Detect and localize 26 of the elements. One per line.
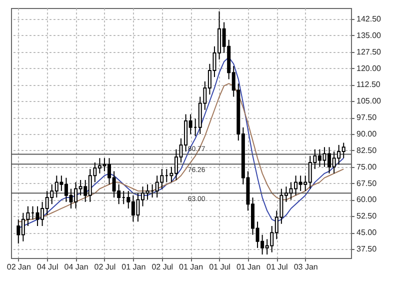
y-tick-label: 82.50 (356, 146, 378, 155)
y-tick-label: 142.50 (356, 14, 382, 24)
x-tick-label: 04 Jan (64, 262, 88, 272)
x-tick-label: 04 Jul (36, 262, 58, 272)
y-tick-label: 120.00 (356, 64, 382, 73)
y-tick-label: 75.00 (356, 162, 378, 172)
y-tick-label: 60.00 (356, 195, 378, 204)
x-tick-label: 01 Jul (209, 262, 231, 272)
y-tick-label: 67.50 (356, 178, 378, 188)
x-tick-label: 01 Jan (179, 262, 204, 272)
y-tick-label: 37.50 (356, 244, 378, 254)
y-tick-label: 52.50 (356, 212, 378, 221)
y-tick-label: 45.00 (356, 228, 378, 238)
y-tick-label: 97.50 (356, 113, 378, 122)
y-tick-label: 105.00 (356, 96, 382, 106)
x-tick-label: 03 Jan (294, 262, 318, 272)
y-tick-label: 127.50 (356, 47, 382, 56)
x-tick-label: 01 Jul (266, 262, 288, 272)
y-tick-label: 135.00 (356, 30, 382, 40)
x-tick-label: 01 Jan (122, 262, 146, 272)
y-tick-label: 90.00 (356, 129, 378, 138)
x-tick-label: 01 Jan (236, 262, 260, 272)
y-tick-label: 112.50 (356, 80, 381, 90)
x-tick-label: 02 Jul (94, 262, 116, 272)
x-tick-label: 02 Jul (152, 262, 174, 272)
x-tick-label: 02 Jan (6, 262, 31, 272)
